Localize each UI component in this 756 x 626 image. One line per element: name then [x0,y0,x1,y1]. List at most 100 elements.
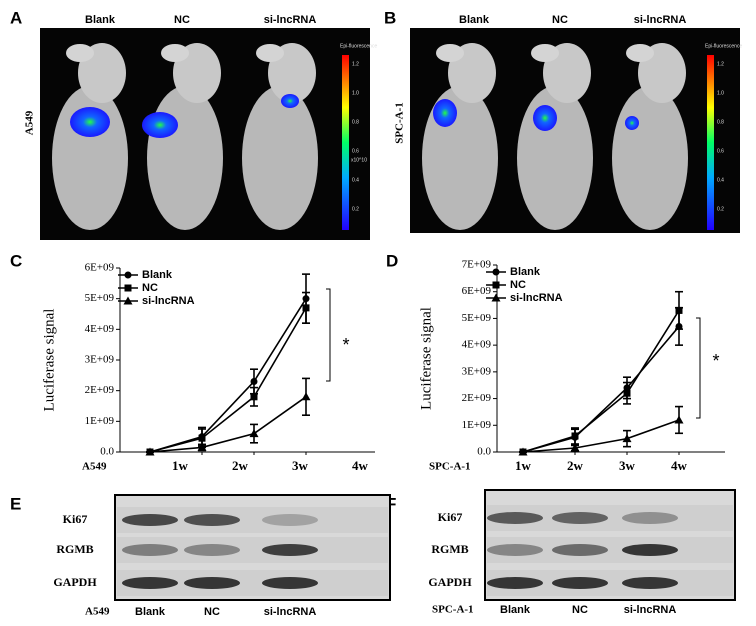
blot-band [122,544,178,556]
mouse-body [242,86,318,230]
fluorescence-signal [433,99,457,127]
blot-band [552,577,608,589]
colorbar-tick: 0.8 [717,119,724,125]
colorbar [707,55,714,230]
marker [492,268,500,276]
mouse-body [422,86,498,230]
blot-band [262,514,318,526]
blot-band [184,514,240,526]
colorbar-tick: 0.2 [352,206,359,212]
blot-band [184,577,240,589]
fluorescence-signal [142,112,178,138]
y-tick-label: 5E+09 [462,312,492,324]
blot-strip [487,537,733,563]
group-label: NC [552,14,568,26]
marker [123,296,133,305]
y-tick-label: 2E+09 [462,392,492,404]
x-tick-label: 1w [172,458,189,473]
x-axis-label: SPC-A-1 [429,461,471,473]
panel-label: D [386,251,398,270]
protein-label: Ki67 [438,510,463,524]
marker [250,377,258,385]
mouse-ear [66,44,94,62]
colorbar-tick: 1.2 [717,61,724,67]
x-tick-label: 4w [352,458,369,473]
marker [622,434,632,443]
colorbar-unit: x10^10 [351,157,367,163]
protein-label: RGMB [431,542,468,556]
legend-label: NC [142,282,158,294]
marker [492,281,500,289]
lane-label: NC [204,606,220,618]
group-label: si-lncRNA [634,14,687,26]
colorbar-title: Epi-fluorescence [705,43,742,49]
mouse-ear [256,44,284,62]
panel-label: A [10,8,22,27]
x-tick-label: 1w [515,458,532,473]
marker [675,306,683,314]
colorbar-tick: 0.6 [352,148,359,154]
protein-label: Ki67 [63,512,88,526]
x-tick-label: 2w [567,458,584,473]
lane-label: NC [572,604,588,616]
blot-band [122,514,178,526]
marker [302,304,310,312]
y-tick-label: 3E+09 [462,365,492,377]
significance-bracket [696,317,701,419]
mouse-body [612,86,688,230]
panel-label: E [10,494,21,513]
y-tick-label: 4E+09 [85,323,115,335]
cell-line-label: SPC-A-1 [432,604,474,616]
blot-band [122,577,178,589]
colorbar-tick: 1.0 [352,90,359,96]
marker [197,442,207,451]
x-tick-label: 4w [671,458,688,473]
marker [518,447,528,456]
marker [145,447,155,456]
marker [124,271,132,279]
colorbar-tick: 0.2 [717,206,724,212]
legend-label: si-lncRNA [142,295,195,307]
lane-label: si-lncRNA [624,604,677,616]
panel-label: B [384,8,396,27]
protein-label: GAPDH [428,575,472,589]
mouse-ear [436,44,464,62]
y-tick-label: 6E+09 [462,285,492,297]
blot-band [262,577,318,589]
legend-label: Blank [142,269,173,281]
blot-band [487,577,543,589]
blot-band [262,544,318,556]
blot-band [622,512,678,524]
marker [570,443,580,452]
marker [249,429,259,438]
lane-label: si-lncRNA [264,606,317,618]
colorbar-tick: 0.6 [717,148,724,154]
colorbar [342,55,349,230]
cell-line-label: A549 [85,606,110,618]
y-tick-label: 5E+09 [85,292,115,304]
series-line [149,396,307,453]
cell-line-label: SPC-A-1 [394,102,406,144]
fluorescence-signal [625,116,639,130]
blot-band [487,512,543,524]
blot-band [622,544,678,556]
lane-label: Blank [500,604,531,616]
group-label: Blank [459,14,490,26]
series-line [149,307,307,453]
marker [198,434,206,442]
mouse-ear [161,44,189,62]
y-tick-label: 3E+09 [85,354,115,366]
significance-mark: * [712,351,719,371]
colorbar-tick: 0.8 [352,119,359,125]
x-tick-label: 2w [232,458,249,473]
y-tick-label: 1E+09 [462,419,492,431]
significance-mark: * [342,335,349,355]
y-tick-label: 2E+09 [85,384,115,396]
mouse-body [147,86,223,230]
cell-line-label: A549 [24,110,36,135]
y-axis-label: Luciferase signal [41,309,57,412]
y-tick-label: 1E+09 [85,415,115,427]
mouse-ear [626,44,654,62]
y-tick-label: 0.0 [100,446,114,458]
